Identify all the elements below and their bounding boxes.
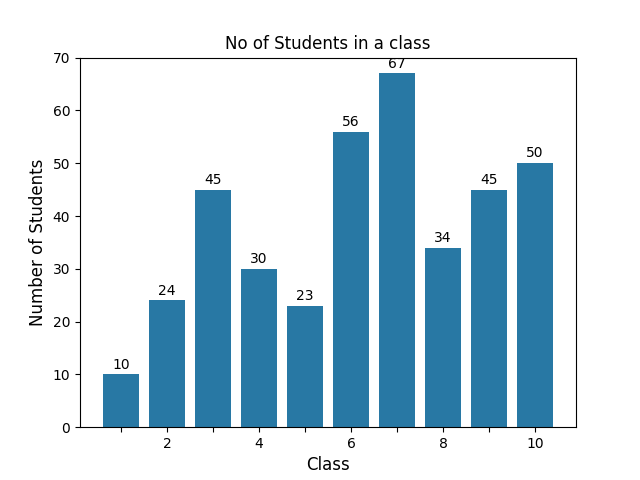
Bar <box>424 248 461 427</box>
Bar <box>470 190 508 427</box>
Bar <box>379 73 415 427</box>
Bar <box>241 269 277 427</box>
Bar <box>333 132 369 427</box>
Text: 45: 45 <box>480 173 498 187</box>
Bar <box>287 306 323 427</box>
Text: 23: 23 <box>296 289 314 303</box>
Text: 34: 34 <box>435 231 452 245</box>
Text: 30: 30 <box>250 252 268 266</box>
X-axis label: Class: Class <box>306 456 350 474</box>
Text: 50: 50 <box>526 146 544 160</box>
Title: No of Students in a class: No of Students in a class <box>225 35 431 53</box>
Bar <box>195 190 232 427</box>
Y-axis label: Number of Students: Number of Students <box>29 159 47 326</box>
Text: 67: 67 <box>388 57 406 71</box>
Bar <box>516 163 554 427</box>
Text: 45: 45 <box>204 173 221 187</box>
Bar <box>148 300 186 427</box>
Text: 10: 10 <box>112 358 130 372</box>
Text: 56: 56 <box>342 115 360 129</box>
Bar <box>102 374 140 427</box>
Text: 24: 24 <box>158 284 176 298</box>
